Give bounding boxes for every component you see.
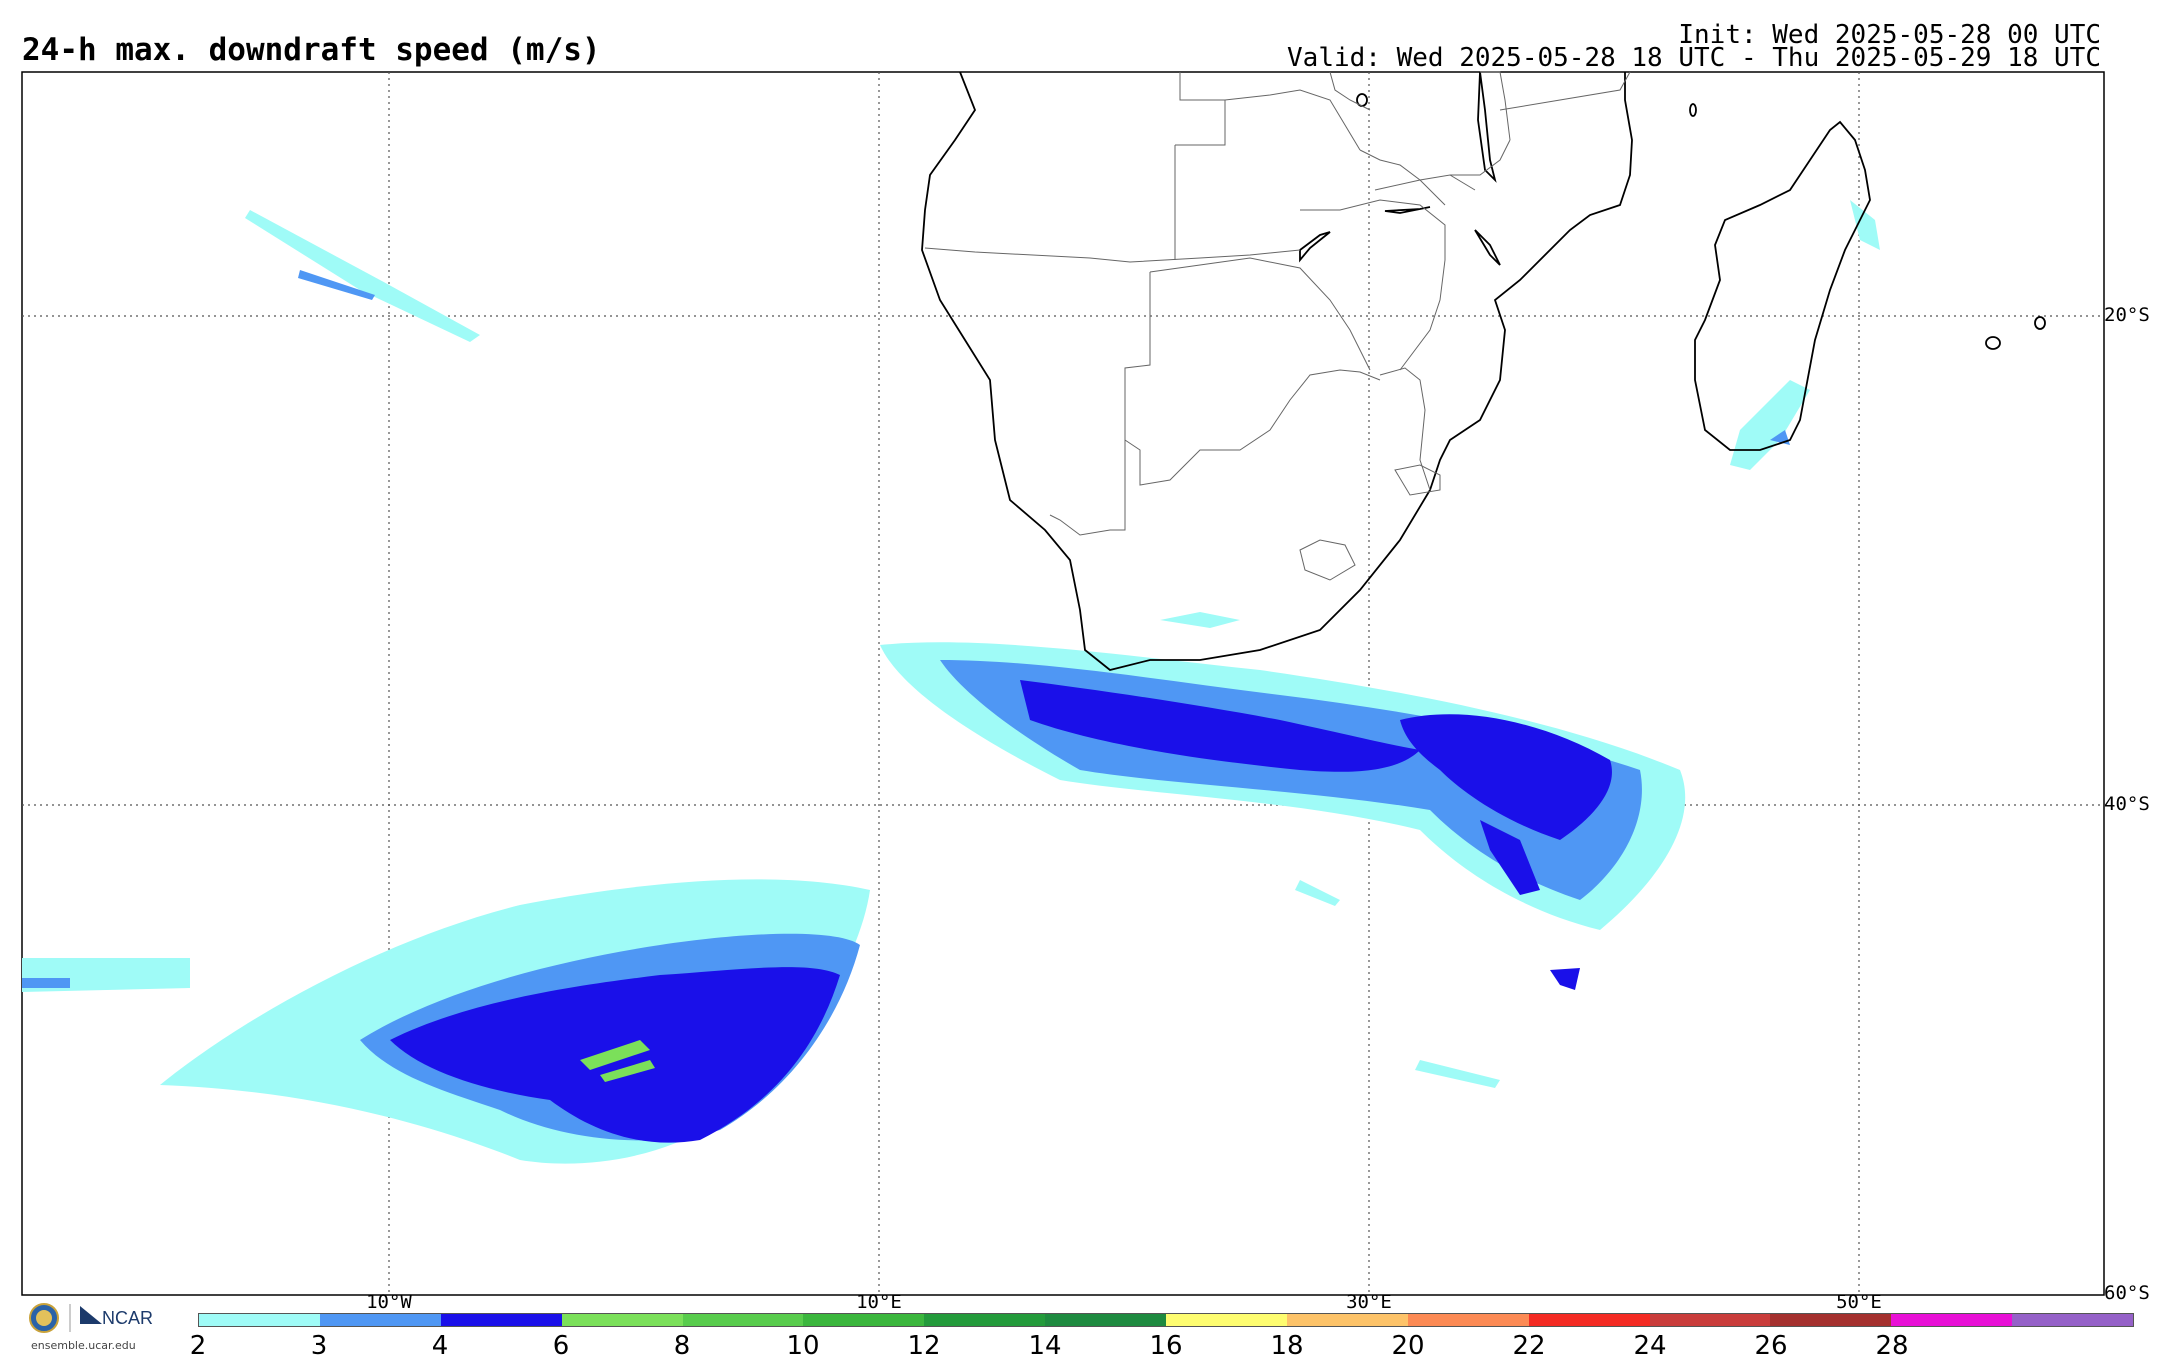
lat-label-60s: 60°S <box>2104 1282 2150 1304</box>
colorbar-swatch <box>1891 1314 2013 1326</box>
lon-label-10e: 10°E <box>856 1291 902 1313</box>
lon-label-10w: 10°W <box>366 1291 412 1313</box>
lon-label-30e: 30°E <box>1346 1291 1392 1313</box>
valid-time: Valid: Wed 2025-05-28 18 UTC - Thu 2025-… <box>1287 43 2101 73</box>
map-frame <box>21 71 2105 1296</box>
colorbar-swatch <box>319 1314 441 1326</box>
colorbar-swatch <box>440 1314 562 1326</box>
colorbar-swatch <box>1528 1314 1650 1326</box>
colorbar-tick-label: 20 <box>1391 1331 1425 1361</box>
colorbar-swatch <box>199 1314 320 1326</box>
ncar-brand-text: NCAR <box>102 1308 154 1328</box>
coastlines <box>921 71 2046 671</box>
colorbar-tick-label: 18 <box>1270 1331 1304 1361</box>
country-borders <box>924 71 1631 581</box>
colorbar-swatch <box>1649 1314 1771 1326</box>
colorbar-swatch <box>2012 1314 2133 1326</box>
downdraft-scatter <box>245 200 1880 1088</box>
lon-label-50e: 50°E <box>1836 1291 1882 1313</box>
colorbar-tick-label: 2 <box>189 1331 207 1361</box>
colorbar-tick-label: 10 <box>786 1331 820 1361</box>
nsf-ncar-logo <box>29 1303 102 1333</box>
lat-label-40s: 40°S <box>2104 793 2150 815</box>
downdraft-scatter-mid <box>298 270 1790 445</box>
colorbar-tick-label: 26 <box>1754 1331 1788 1361</box>
downdraft-field-agulhas <box>880 612 1686 990</box>
colorbar-swatch <box>1407 1314 1529 1326</box>
logo-url: ensemble.ucar.edu <box>31 1339 136 1352</box>
colorbar-swatch <box>1770 1314 1892 1326</box>
colorbar-tick-label: 24 <box>1633 1331 1667 1361</box>
colorbar-tick-label: 22 <box>1512 1331 1546 1361</box>
colorbar-tick-label: 6 <box>552 1331 570 1361</box>
colorbar-tick-label: 3 <box>310 1331 328 1361</box>
chart-title: 24-h max. downdraft speed (m/s) <box>22 32 601 68</box>
colorbar-tick-label: 14 <box>1028 1331 1062 1361</box>
init-time: Init: Wed 2025-05-28 00 UTC <box>1678 20 2101 50</box>
colorbar-tick-label: 4 <box>431 1331 449 1361</box>
colorbar-swatch <box>1286 1314 1408 1326</box>
colorbar-swatch <box>1166 1314 1287 1326</box>
colorbar-swatch <box>682 1314 804 1326</box>
colorbar-tick-label: 16 <box>1149 1331 1183 1361</box>
colorbar-swatch <box>561 1314 683 1326</box>
downdraft-field-atlantic <box>22 879 870 1164</box>
colorbar-swatch <box>803 1314 925 1326</box>
colorbar-tick-label: 8 <box>673 1331 691 1361</box>
colorbar-swatch <box>1045 1314 1166 1326</box>
lat-label-20s: 20°S <box>2104 304 2150 326</box>
colorbar-swatch <box>924 1314 1046 1326</box>
colorbar-tick-label: 28 <box>1875 1331 1909 1361</box>
graticule <box>22 72 2104 1295</box>
colorbar-tick-label: 12 <box>907 1331 941 1361</box>
colorbar <box>198 1313 2134 1327</box>
